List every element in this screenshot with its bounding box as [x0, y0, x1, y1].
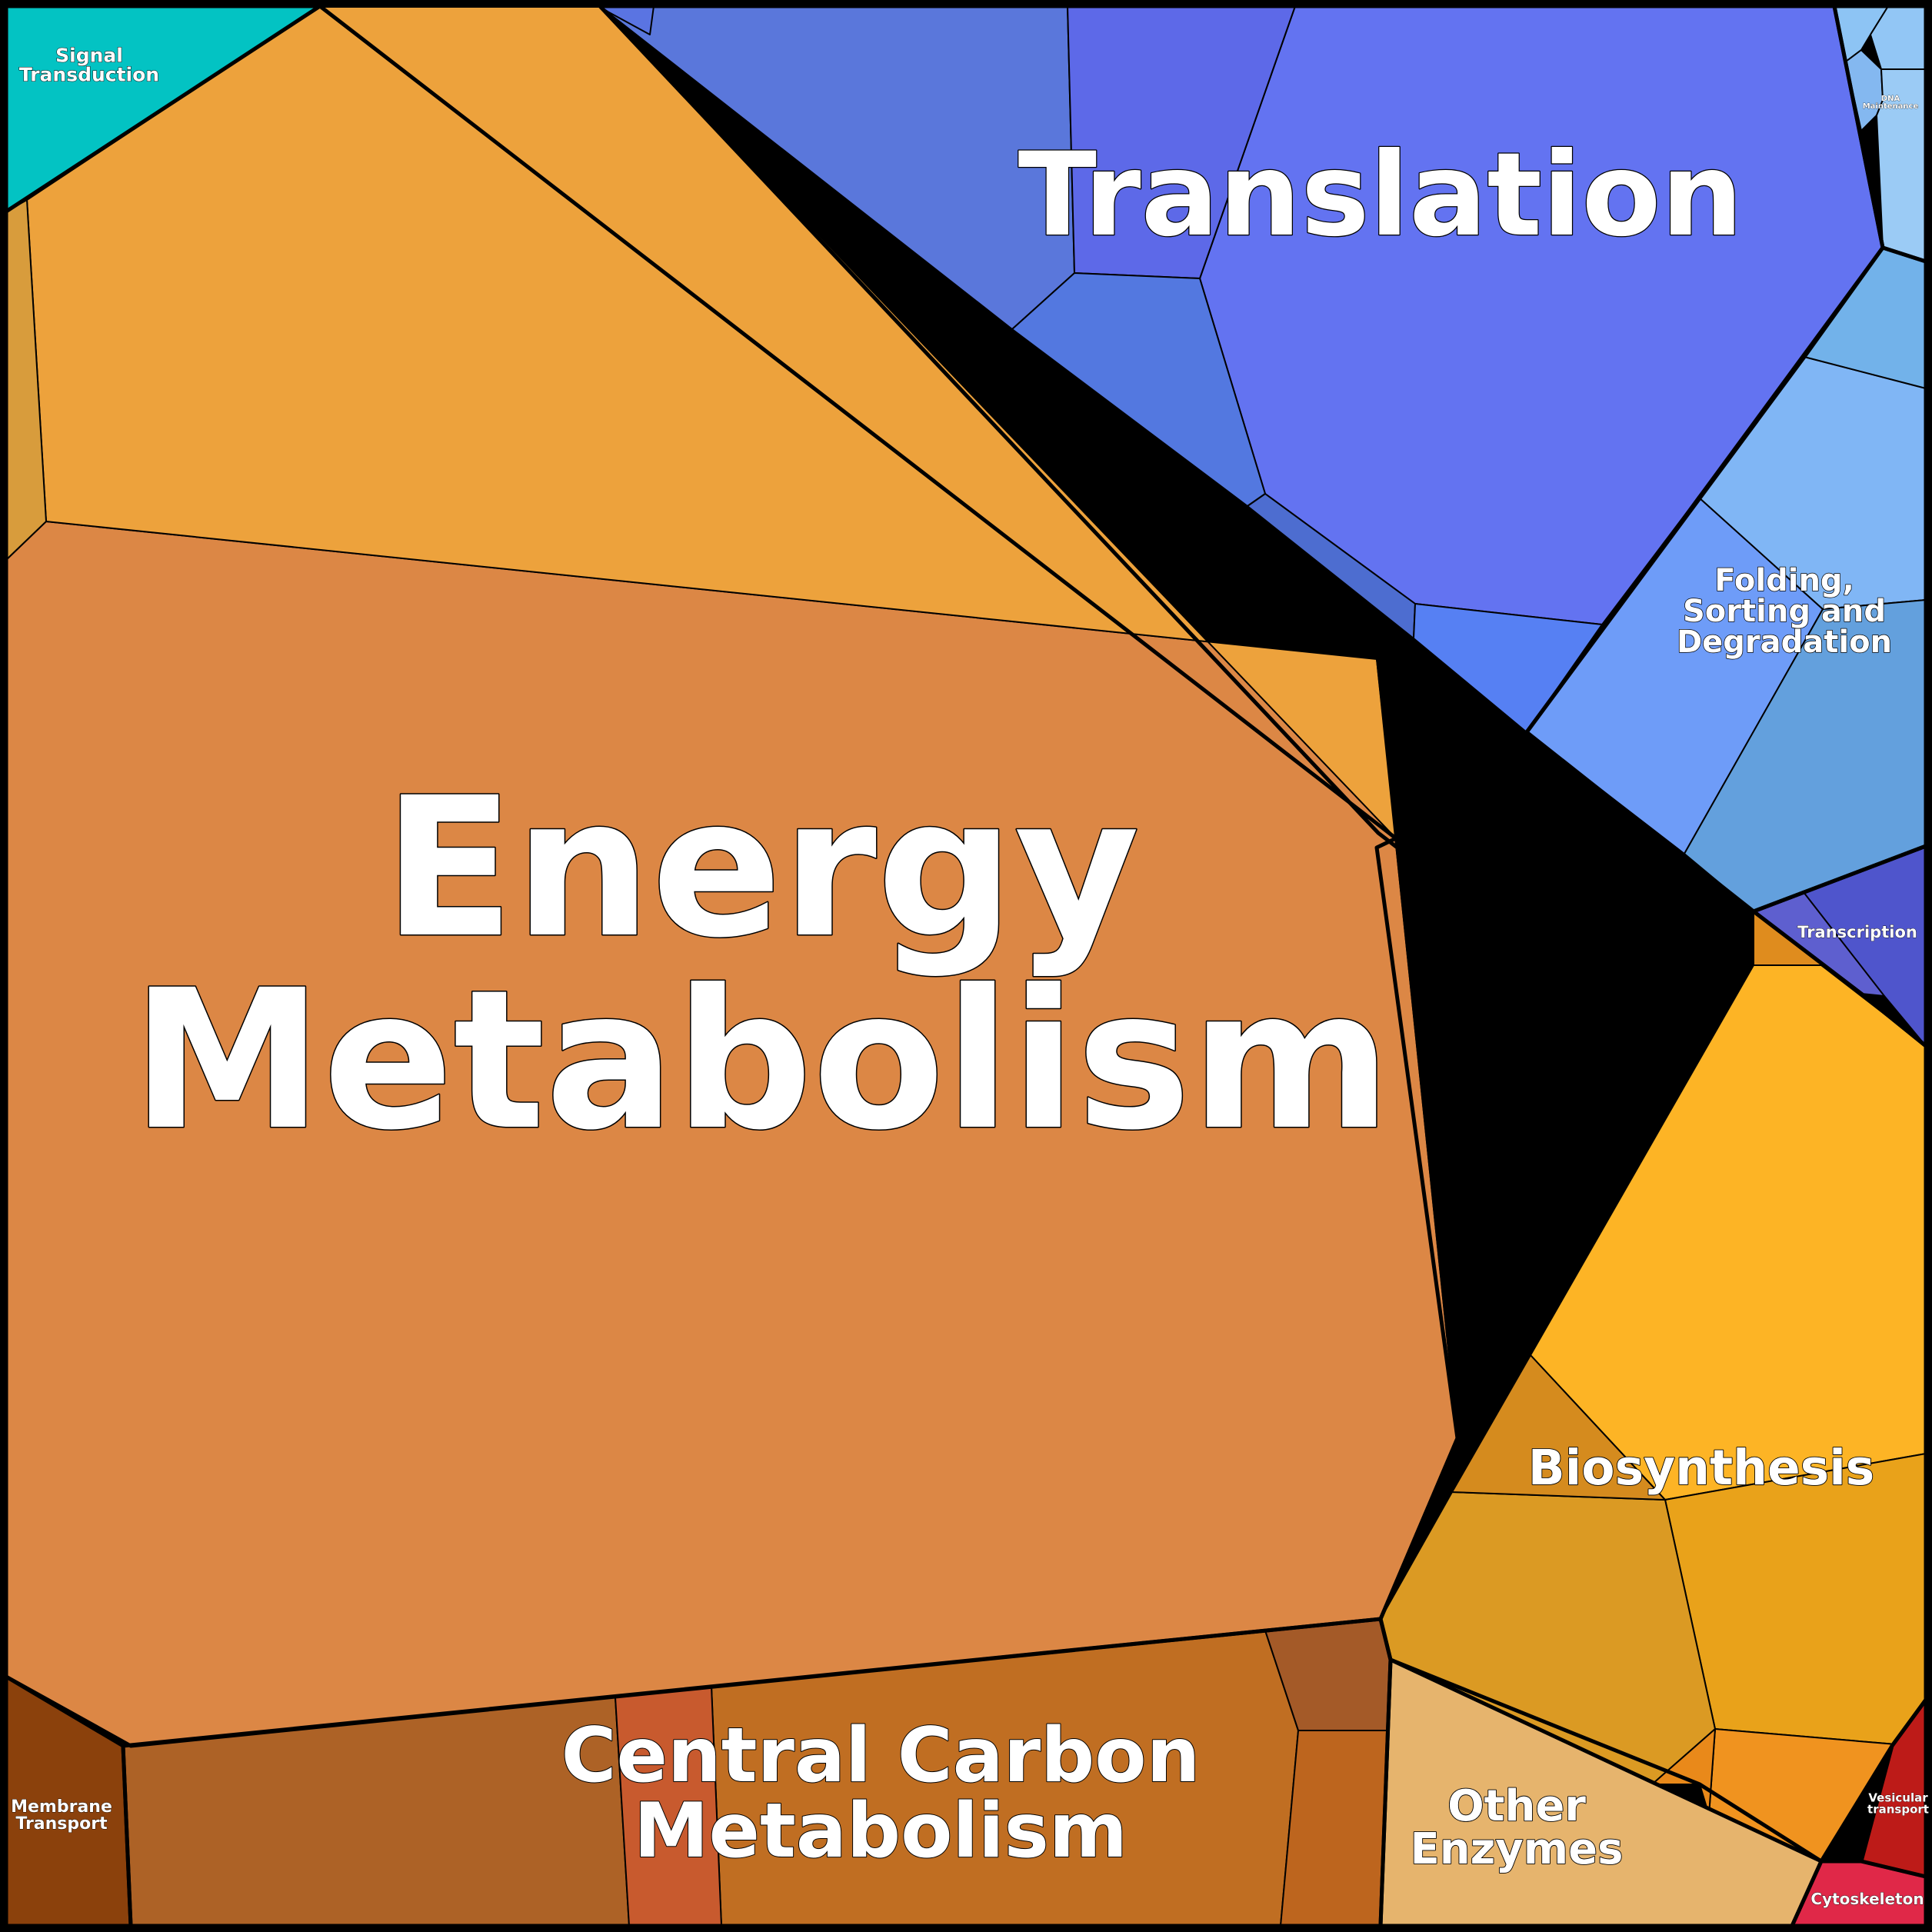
group-label-membrane-transport: Membrane Transport: [11, 1797, 112, 1834]
group-label-other-enzymes: Other Enzymes: [1411, 1781, 1624, 1874]
group-label-vesicular-transport: Vesicular transport: [1867, 1791, 1929, 1817]
group-label-transcription: Transcription: [1797, 923, 1917, 941]
energy-metabolism-cell-3: [1376, 658, 1458, 1439]
central-carbon-metabolism-cell-5: [1280, 1730, 1391, 1927]
group-label-biosynthesis: Biosynthesis: [1528, 1440, 1875, 1496]
group-label-signal-transduction: Signal Transduction: [19, 45, 159, 86]
group-label-folding-sorting-degradation: Folding, Sorting and Degradation: [1677, 563, 1892, 660]
group-label-cytoskeleton: Cytoskeleton: [1810, 1890, 1924, 1908]
group-label-dna-maintenance: DNA Maintenance: [1863, 95, 1919, 111]
group-label-energy-metabolism: Energy Metabolism: [132, 756, 1391, 1172]
group-label-central-carbon-metabolism: Central Carbon Metabolism: [561, 1712, 1201, 1875]
biosynthesis-cell-4: [1451, 1354, 1666, 1501]
group-label-translation: Translation: [1018, 128, 1744, 262]
